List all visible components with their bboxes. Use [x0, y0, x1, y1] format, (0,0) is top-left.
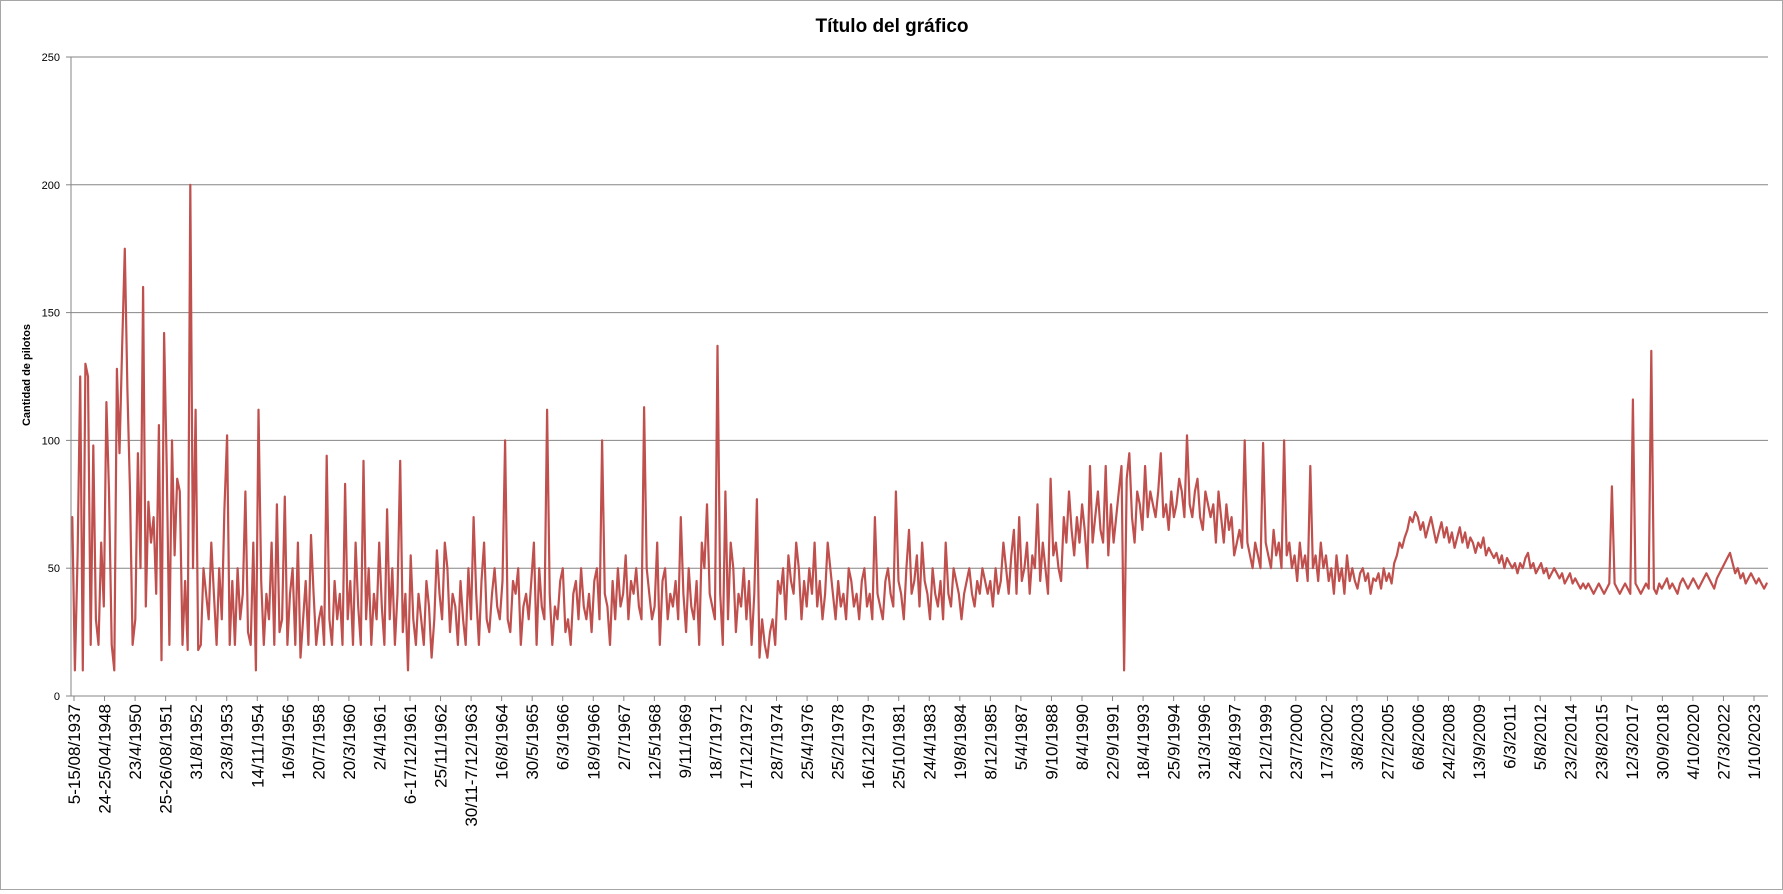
x-tick-label: 18/4/1993: [1134, 704, 1153, 780]
x-tick-label: 27/2/2005: [1378, 704, 1397, 780]
x-tick-label: 31/3/1996: [1195, 704, 1214, 780]
x-tick-label: 2/7/1967: [615, 704, 634, 770]
y-axis-ticks: 0 50 100 150 200 250: [42, 52, 71, 703]
series-layer: [71, 183, 1768, 672]
x-tick-label: 25/2/1978: [829, 704, 848, 780]
x-tick-label: 22/9/1991: [1104, 704, 1123, 780]
x-tick-label: 25/9/1994: [1165, 704, 1184, 780]
y-tick-label: 150: [42, 308, 60, 320]
x-tick-label: 27/3/2022: [1714, 704, 1733, 780]
x-tick-label: 30/9/2018: [1653, 704, 1672, 780]
x-tick-label: 5/4/1987: [1012, 704, 1031, 770]
x-tick-label: 23/4/1950: [126, 704, 145, 780]
x-tick-label: 8/4/1990: [1073, 704, 1092, 770]
x-tick-label: 30/5/1965: [523, 704, 542, 780]
x-tick-label: 28/7/1974: [768, 704, 787, 780]
x-tick-label: 24-25/04/1948: [96, 704, 115, 814]
gridlines: [71, 56, 1768, 569]
x-tick-label: 20/7/1958: [309, 704, 328, 780]
x-tick-label: 12/5/1968: [645, 704, 664, 780]
x-tick-label: 23/8/1953: [218, 704, 237, 780]
x-tick-label: 24/4/1983: [920, 704, 939, 780]
x-tick-label: 14/11/1954: [248, 704, 267, 788]
y-tick-label: 0: [54, 691, 60, 703]
x-tick-label: 13/9/2009: [1470, 704, 1489, 780]
x-tick-label: 6/3/1966: [554, 704, 573, 770]
x-tick-label: 25/11/1962: [432, 704, 451, 788]
x-tick-label: 8/12/1985: [981, 704, 1000, 780]
x-tick-label: 25/4/1976: [798, 704, 817, 780]
x-tick-label: 21/2/1999: [1256, 704, 1275, 780]
x-tick-label: 31/8/1952: [187, 704, 206, 780]
x-tick-label: 23/7/2000: [1287, 704, 1306, 780]
y-axis-title: Cantidad de pilotos: [21, 324, 33, 426]
x-tick-label: 9/10/1988: [1042, 704, 1061, 780]
x-tick-label: 5-15/08/1937: [65, 704, 84, 804]
x-tick-label: 24/8/1997: [1226, 704, 1245, 780]
x-tick-label: 12/3/2017: [1623, 704, 1642, 780]
axes: [70, 57, 1768, 697]
x-tick-label: 16/12/1979: [859, 704, 878, 789]
x-tick-label: 4/10/2020: [1684, 704, 1703, 780]
x-tick-label: 16/8/1964: [493, 704, 512, 780]
x-tick-label: 5/8/2012: [1531, 704, 1550, 770]
x-tick-label: 6-17/12/1961: [401, 704, 420, 804]
x-tick-label: 25/10/1981: [890, 704, 909, 789]
x-tick-label: 16/9/1956: [279, 704, 298, 780]
x-tick-label: 20/3/1960: [340, 704, 359, 780]
x-tick-label: 24/2/2008: [1440, 704, 1459, 780]
y-tick-label: 200: [42, 180, 60, 192]
x-tick-label: 17/3/2002: [1317, 704, 1336, 780]
x-tick-label: 18/7/1971: [706, 704, 725, 780]
x-tick-label: 6/3/2011: [1501, 704, 1520, 769]
x-tick-label: 23/2/2014: [1562, 704, 1581, 780]
x-tick-label: 9/11/1969: [676, 704, 695, 778]
y-tick-label: 100: [42, 435, 60, 447]
x-tick-label: 30/11-7/12/1963: [462, 704, 481, 827]
x-tick-label: 23/8/2015: [1592, 704, 1611, 780]
chart-title: Título del gráfico: [815, 16, 968, 37]
x-tick-label: 18/9/1966: [584, 704, 603, 780]
y-tick-label: 50: [48, 563, 60, 575]
x-tick-label: 2/4/1961: [370, 704, 389, 770]
x-tick-label: 25-26/08/1951: [157, 704, 176, 814]
y-tick-label: 250: [42, 52, 60, 64]
x-tick-label: 6/8/2006: [1409, 704, 1428, 770]
series-line: [71, 183, 1768, 672]
x-tick-label: 19/8/1984: [951, 704, 970, 780]
x-tick-label: 1/10/2023: [1745, 704, 1764, 780]
x-axis-ticks: 5-15/08/1937 24-25/04/1948 23/4/1950 25-26/…: [65, 696, 1764, 827]
x-tick-label: 3/8/2003: [1348, 704, 1367, 770]
x-tick-label: 17/12/1972: [737, 704, 756, 789]
